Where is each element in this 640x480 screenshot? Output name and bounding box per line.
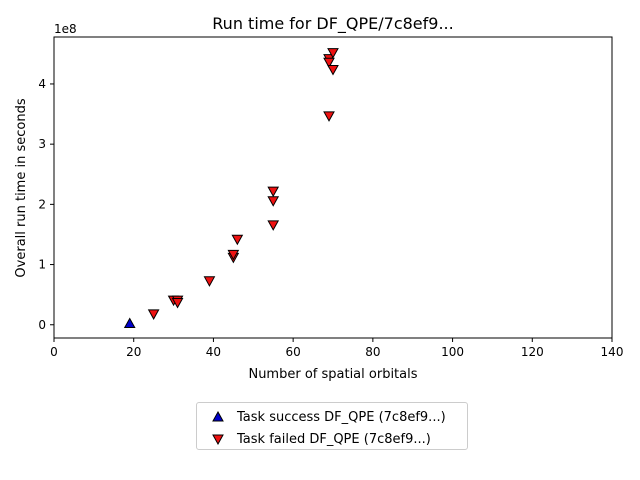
triangle-up-icon [199, 407, 237, 427]
failed-point [327, 65, 339, 76]
x-tick-label: 0 [50, 345, 58, 359]
x-tick-label: 40 [206, 345, 221, 359]
x-axis-label: Number of spatial orbitals [248, 367, 417, 382]
failed-point [203, 276, 216, 287]
legend-label-success: Task success DF_QPE (7c8ef9...) [237, 409, 446, 425]
failed-point [227, 249, 240, 261]
x-tick-label: 140 [601, 345, 624, 359]
data-points [123, 48, 339, 329]
plot-area [53, 36, 613, 339]
y-axis-label: Overall run time in seconds [14, 98, 29, 277]
y-axis-ticks: 0 1 2 3 4 [38, 77, 54, 332]
failed-point [231, 234, 244, 246]
triangle-down-icon [199, 429, 237, 449]
failed-point [171, 297, 184, 309]
legend-item-failed: Task failed DF_QPE (7c8ef9...) [197, 429, 431, 449]
failed-point [267, 186, 280, 198]
failed-point [267, 220, 280, 231]
x-tick-label: 80 [365, 345, 380, 359]
chart-legend: Task success DF_QPE (7c8ef9...) Task fai… [196, 402, 468, 450]
failed-point [267, 196, 280, 207]
success-point [123, 317, 136, 329]
failed-point [323, 57, 335, 69]
x-tick-label: 60 [286, 345, 301, 359]
y-tick-label: 3 [38, 137, 46, 151]
failed-point [327, 48, 339, 59]
failed-point [147, 309, 160, 320]
chart-title: Run time for DF_QPE/7c8ef9... [212, 14, 453, 34]
x-tick-label: 20 [126, 345, 141, 359]
failed-point [323, 111, 335, 122]
y-tick-label: 0 [38, 318, 46, 332]
y-offset-label: 1e8 [54, 22, 77, 36]
y-tick-label: 1 [38, 258, 46, 272]
x-tick-label: 100 [441, 345, 464, 359]
x-tick-label: 120 [521, 345, 544, 359]
y-tick-label: 2 [38, 197, 46, 211]
legend-item-success: Task success DF_QPE (7c8ef9...) [197, 407, 446, 427]
legend-label-failed: Task failed DF_QPE (7c8ef9...) [237, 431, 431, 447]
x-axis-ticks: 0 20 40 60 80 100 120 140 [50, 338, 623, 359]
y-tick-label: 4 [38, 77, 46, 91]
